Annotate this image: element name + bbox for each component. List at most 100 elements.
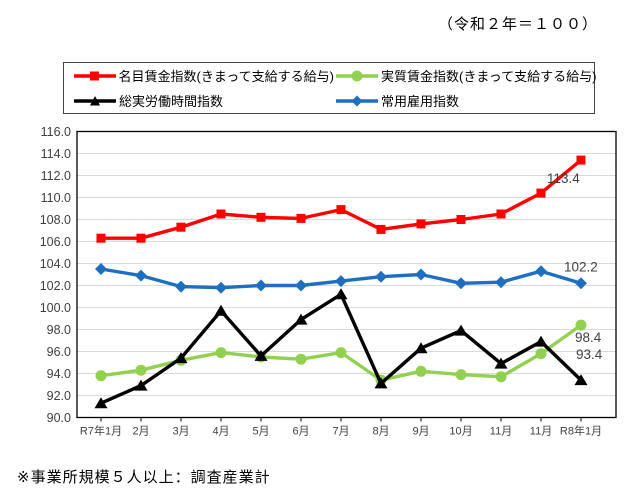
data-point-diamond xyxy=(295,279,307,292)
legend-marker-red-square-icon xyxy=(74,71,116,80)
legend-label: 名目賃金指数(きまって支給する給与) xyxy=(118,69,335,84)
data-point-diamond xyxy=(175,280,187,293)
legend-label: 実質賃金指数(きまって支給する給与) xyxy=(381,69,597,84)
data-point-diamond xyxy=(375,270,387,283)
data-point-square xyxy=(176,222,186,232)
y-axis-tick-label: 116.0 xyxy=(41,125,71,139)
legend-item-regular-employment-index: 常用雇用指数 xyxy=(334,91,597,110)
data-point-circle xyxy=(135,364,147,376)
y-axis-tick-label: 112.0 xyxy=(41,169,71,183)
data-point-triangle xyxy=(134,379,148,391)
x-axis-tick-label: 4月 xyxy=(212,426,229,438)
data-point-circle xyxy=(295,353,307,365)
data-point-triangle xyxy=(494,357,508,369)
data-point-triangle xyxy=(94,397,108,409)
data-point-circle xyxy=(215,347,227,359)
x-axis-tick-label: 10月 xyxy=(449,426,472,438)
y-axis-tick-label: 100.0 xyxy=(40,301,71,315)
data-point-square xyxy=(336,205,346,215)
x-axis-tick-label: R7年1月 xyxy=(80,424,122,438)
data-point-diamond xyxy=(255,279,267,292)
x-axis-tick-label: 5月 xyxy=(252,426,269,438)
legend-marker-blue-diamond-icon xyxy=(336,95,378,106)
data-point-circle xyxy=(415,365,427,377)
data-point-square xyxy=(456,215,466,224)
end-value-label-total-hours-worked-index: 93.4 xyxy=(576,347,603,362)
data-point-square xyxy=(376,224,386,234)
x-axis-tick-label: 3月 xyxy=(172,426,189,438)
data-point-diamond xyxy=(455,277,467,290)
y-axis-tick-label: 110.0 xyxy=(41,191,71,205)
y-axis-tick-label: 90.0 xyxy=(47,411,71,425)
legend-marker-shape xyxy=(90,95,100,105)
data-point-diamond xyxy=(95,263,107,275)
legend-marker-black-triangle-icon xyxy=(74,95,116,105)
end-value-label-nominal-wage-index: 113.4 xyxy=(547,171,580,186)
data-point-triangle xyxy=(454,324,468,336)
legend-label: 総実労働時間指数 xyxy=(119,94,224,109)
legend-item-total-hours-worked-index: 総実労働時間指数 xyxy=(72,91,334,110)
data-point-square xyxy=(536,188,546,198)
data-point-diamond xyxy=(495,276,507,289)
legend-item-real-wage-index: 実質賃金指数(きまって支給する給与) xyxy=(334,66,597,85)
data-point-triangle xyxy=(294,313,308,325)
y-axis-tick-label: 102.0 xyxy=(40,279,71,293)
data-point-square xyxy=(136,233,146,243)
data-point-square xyxy=(496,209,506,219)
data-point-triangle xyxy=(174,352,188,364)
data-point-circle xyxy=(335,347,347,359)
data-point-square xyxy=(576,155,586,165)
data-point-circle xyxy=(455,369,467,381)
y-axis-tick-label: 106.0 xyxy=(40,235,71,249)
x-axis-tick-label: 11月 xyxy=(530,426,552,438)
y-axis-tick-label: 108.0 xyxy=(40,213,71,227)
series-line-nominal-wage-index xyxy=(101,158,583,240)
x-axis-tick-label: R8年1月 xyxy=(560,424,602,438)
x-axis-tick-label: 9月 xyxy=(412,426,429,438)
y-axis-tick-label: 92.0 xyxy=(47,389,71,403)
legend-marker-shape xyxy=(351,70,363,81)
x-axis-tick-label: 2月 xyxy=(132,426,149,438)
data-point-triangle xyxy=(414,342,428,354)
data-point-square xyxy=(416,219,426,229)
y-axis-tick-label: 96.0 xyxy=(47,345,71,359)
end-value-label-regular-employment-index: 102.2 xyxy=(564,259,598,274)
data-point-triangle xyxy=(254,349,268,361)
x-axis-tick-label: 11月 xyxy=(490,426,512,438)
legend-item-nominal-wage-index: 名目賃金指数(きまって支給する給与) xyxy=(72,66,334,85)
data-point-square xyxy=(256,212,266,222)
data-point-triangle xyxy=(574,374,588,386)
data-point-square xyxy=(216,209,226,219)
data-point-triangle xyxy=(214,304,228,316)
index-base-note: （令和２年＝１００） xyxy=(438,16,599,33)
y-axis-tick-label: 94.0 xyxy=(47,367,71,381)
data-point-circle xyxy=(535,348,547,360)
legend-marker-shape xyxy=(351,95,363,106)
data-point-diamond xyxy=(335,275,347,288)
data-point-circle xyxy=(95,370,107,382)
legend-marker-shape xyxy=(90,71,99,80)
y-axis-tick-label: 104.0 xyxy=(40,257,71,271)
x-axis-tick-label: 6月 xyxy=(292,426,309,438)
y-axis-tick-label: 114.0 xyxy=(41,147,71,161)
end-value-label-real-wage-index: 98.4 xyxy=(575,330,602,345)
data-point-triangle xyxy=(334,288,348,300)
data-point-diamond xyxy=(575,277,587,290)
data-point-diamond xyxy=(135,269,147,282)
x-axis-tick-label: 7月 xyxy=(332,426,349,438)
data-point-diamond xyxy=(535,265,547,278)
data-point-triangle xyxy=(374,377,388,389)
data-point-circle xyxy=(495,371,507,383)
data-point-triangle xyxy=(534,335,548,347)
x-axis-tick-label: 8月 xyxy=(372,426,389,438)
scope-footnote: ※事業所規模５人以上：調査産業計 xyxy=(17,469,271,486)
data-point-square xyxy=(296,213,306,223)
plot-border xyxy=(76,130,617,419)
legend-label: 常用雇用指数 xyxy=(381,94,460,109)
chart-legend: 名目賃金指数(きまって支給する給与) 実質賃金指数(きまって支給する給与) 総実… xyxy=(63,62,597,114)
legend-marker-green-circle-icon xyxy=(336,70,378,81)
data-point-circle xyxy=(575,319,587,331)
y-axis-tick-label: 98.0 xyxy=(47,323,71,337)
